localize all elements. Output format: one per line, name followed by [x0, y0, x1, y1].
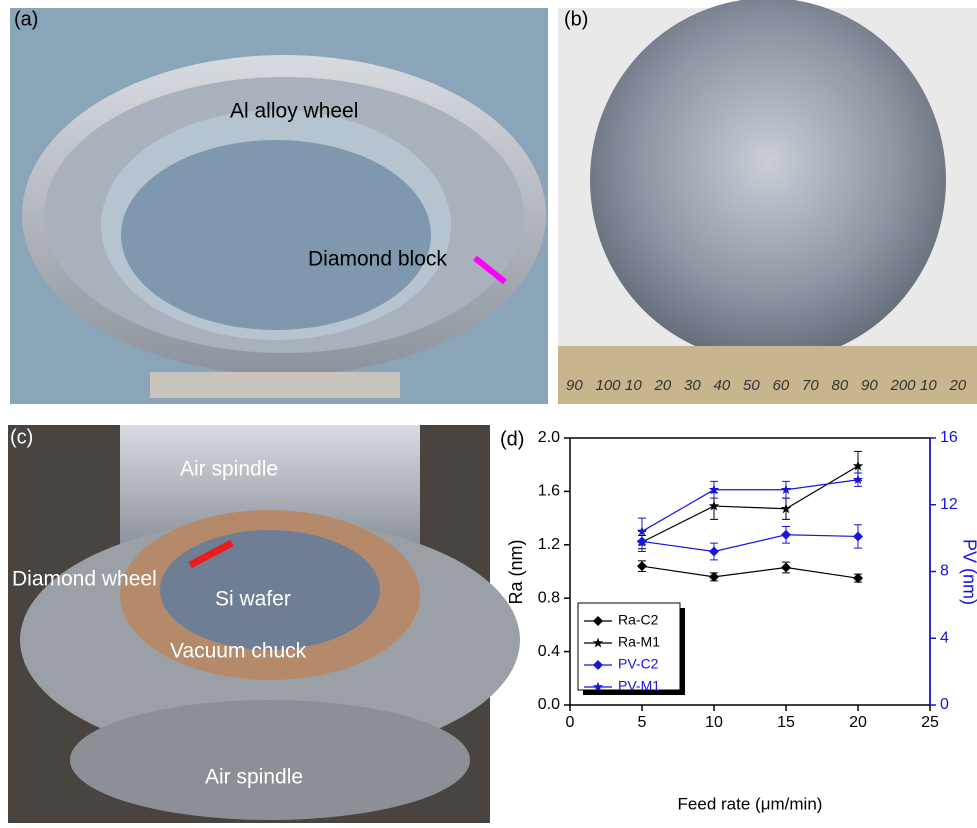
y2-tick-label: 8 — [940, 563, 949, 580]
series-line — [642, 480, 858, 532]
annotation: Air spindle — [180, 458, 278, 481]
ruler-label: 10 — [625, 377, 642, 394]
series-line — [642, 466, 858, 542]
y-tick-label: 1.6 — [538, 483, 560, 500]
legend-label: Ra-M1 — [618, 634, 660, 650]
ruler-label: 80 — [832, 377, 849, 394]
marker — [853, 573, 863, 583]
chart: (d) Feed rate (μm/min) Ra (nm) PV (nm) 0… — [500, 428, 977, 813]
y2-tick-label: 4 — [940, 629, 949, 646]
y-tick-label: 1.2 — [538, 536, 560, 553]
ruler-label: 90 — [861, 377, 878, 394]
marker — [709, 572, 719, 582]
y-tick-label: 2.0 — [538, 429, 560, 446]
legend-label: PV-C2 — [618, 656, 659, 672]
y-tick-label: 0.8 — [538, 589, 560, 606]
series-line — [642, 566, 858, 578]
marker — [781, 530, 791, 540]
annotation: Diamond wheel — [12, 568, 157, 591]
annotation: Si wafer — [215, 588, 291, 611]
x-tick-label: 10 — [705, 714, 723, 731]
ruler-label: 200 — [890, 377, 917, 394]
marker — [781, 562, 791, 572]
ruler-label: 40 — [714, 377, 731, 394]
figure: (a) Al alloy wheel Diamond block (b) 90 1… — [0, 0, 977, 823]
y2-axis-label: PV (nm) — [959, 539, 977, 605]
y-axis-label: Ra (nm) — [506, 539, 526, 604]
x-tick-label: 20 — [849, 714, 867, 731]
x-axis-label: Feed rate (μm/min) — [678, 794, 823, 813]
ruler-label: 90 — [566, 377, 583, 394]
photo-a: (a) Al alloy wheel Diamond block — [10, 8, 548, 404]
annotation: Vacuum chuck — [170, 640, 307, 663]
y2-tick-label: 16 — [940, 429, 958, 446]
ruler-label: 60 — [773, 377, 790, 394]
ruler-label: 30 — [684, 377, 701, 394]
y2-tick-label: 12 — [940, 496, 958, 513]
panel-label: (b) — [564, 8, 588, 30]
panel-label: (a) — [14, 8, 38, 30]
ruler-label: 10 — [920, 377, 937, 394]
x-tick-label: 0 — [566, 714, 575, 731]
x-tick-label: 25 — [921, 714, 939, 731]
panel-label: (d) — [500, 428, 524, 450]
ruler-label: 100 — [596, 377, 622, 394]
y2-tick-label: 0 — [940, 696, 949, 713]
ruler-label: 20 — [949, 377, 967, 394]
marker — [709, 546, 719, 556]
annotation: Air spindle — [205, 766, 303, 789]
ruler-label: 50 — [743, 377, 760, 394]
marker — [853, 531, 863, 541]
legend-label: PV-M1 — [618, 678, 660, 694]
y-tick-label: 0.4 — [538, 643, 560, 660]
legend-label: Ra-C2 — [618, 612, 659, 628]
photo-c: (c) Air spindle Diamond wheel Si wafer V… — [8, 425, 520, 823]
series-line — [642, 535, 858, 552]
annotation: Al alloy wheel — [230, 100, 358, 123]
panel-label: (c) — [10, 426, 33, 448]
y-tick-label: 0.0 — [538, 696, 560, 713]
x-tick-label: 5 — [638, 714, 647, 731]
ruler-label: 20 — [654, 377, 672, 394]
marker — [637, 561, 647, 571]
x-tick-label: 15 — [777, 714, 795, 731]
ruler-label: 70 — [802, 377, 819, 394]
annotation: Diamond block — [308, 248, 447, 271]
